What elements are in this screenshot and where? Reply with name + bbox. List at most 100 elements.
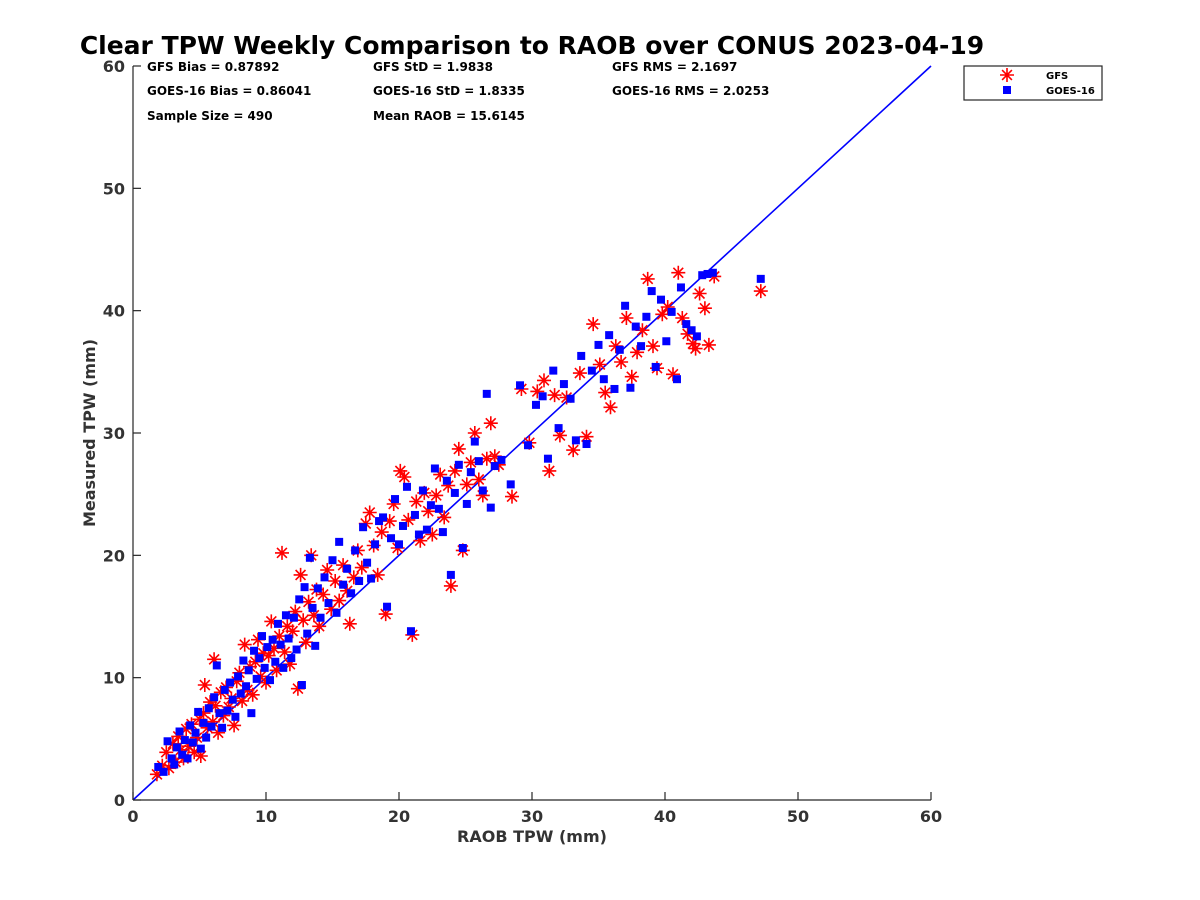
gfs-point (443, 578, 458, 593)
gfs-point (354, 560, 369, 575)
goes-16-point (170, 760, 179, 769)
goes-16-point (450, 488, 459, 497)
gfs-point (328, 574, 343, 588)
goes-16-point (260, 663, 269, 672)
goes-16-point (226, 678, 235, 687)
gfs-point (542, 463, 557, 478)
gfs-point (614, 355, 629, 369)
goes-16-point (594, 340, 603, 349)
x-tick-label: 40 (654, 807, 676, 826)
goes-16-point (255, 654, 264, 663)
gfs-point (566, 443, 581, 458)
gfs-point (301, 594, 316, 609)
gfs-point (459, 477, 474, 492)
goes-16-point (343, 564, 352, 573)
goes-16-point (202, 733, 211, 742)
gfs-point (332, 593, 347, 608)
goes-16-point (263, 643, 272, 652)
x-tick-label: 0 (127, 807, 138, 826)
gfs-point (196, 706, 211, 721)
goes-16-point (667, 307, 676, 316)
x-tick-label: 30 (521, 807, 543, 826)
x-tick-label: 60 (920, 807, 942, 826)
goes-16-point (587, 366, 596, 375)
legend-goes-marker (1003, 86, 1011, 94)
goes-16-point (154, 762, 163, 771)
goes-16-point (163, 737, 172, 746)
gfs-bias-stat: GFS Bias = 0.87892 (147, 60, 279, 74)
goes-16-point (631, 322, 640, 331)
goes-16-point (571, 436, 580, 445)
goes-16-point (313, 584, 322, 593)
goes-16-point (363, 558, 372, 567)
goes-16-point (402, 482, 411, 491)
gfs-point (447, 463, 462, 478)
goes-16-point (223, 706, 232, 715)
y-tick-label: 10 (103, 669, 125, 688)
gfs-point (370, 567, 385, 582)
gfs-point (280, 619, 295, 634)
gfs-point (646, 339, 660, 354)
goes-16-point (637, 342, 646, 351)
goes-16-point (414, 530, 423, 539)
gfs-point (227, 718, 242, 733)
goes-16-point (324, 599, 333, 608)
goes-16-point (212, 661, 221, 670)
goes-16-point (303, 629, 312, 638)
goes-16-point (406, 627, 415, 636)
goes-16-point (398, 521, 407, 530)
legend-gfs-asterisk (1000, 68, 1014, 82)
gfs-point (579, 429, 594, 444)
gfs-point (425, 527, 440, 542)
gfs-point (429, 488, 444, 503)
gfs-point (342, 616, 357, 631)
goes-16-point (305, 553, 314, 562)
goes-16-point (516, 381, 525, 390)
gfs-point (187, 745, 202, 760)
goes-16-point (347, 589, 356, 598)
gfs-point (269, 663, 284, 678)
goes-16-point (430, 464, 439, 473)
goes-16-point (371, 540, 380, 549)
goes-16-point (531, 400, 540, 409)
goes-16-point (687, 326, 696, 335)
gfs-point (603, 400, 618, 415)
x-tick-label: 20 (388, 807, 410, 826)
y-axis-label: Measured TPW (mm) (80, 339, 99, 527)
goes-16-point (276, 640, 285, 649)
gfs-point (235, 693, 250, 708)
goes-16-point (566, 394, 575, 403)
gfs-point (211, 725, 226, 740)
goes-16-point (676, 283, 685, 292)
goes-16-point (359, 523, 368, 532)
goes-16-point (247, 709, 256, 718)
gfs-point (189, 730, 204, 745)
goes-16-series (154, 268, 765, 776)
gfs-point (530, 384, 545, 399)
goes-16-point (180, 736, 189, 745)
goes-16-point (466, 468, 475, 477)
gfs-point (382, 514, 397, 529)
goes-16-point (621, 301, 630, 310)
goes-std-stat: GOES-16 StD = 1.8335 (373, 84, 525, 98)
gfs-point (312, 619, 327, 634)
goes-16-point (252, 674, 261, 683)
goes-16-point (196, 744, 205, 753)
gfs-point (272, 629, 287, 644)
goes-16-point (482, 389, 491, 398)
goes-16-point (458, 543, 467, 552)
goes-16-point (599, 375, 608, 384)
goes-16-point (682, 320, 691, 329)
goes-16-point (178, 750, 187, 759)
goes-16-point (657, 295, 666, 304)
gfs-point (197, 678, 212, 692)
goes-16-point (316, 613, 325, 622)
goes-16-point (642, 312, 651, 321)
gfs-point (437, 510, 452, 525)
goes-16-point (434, 504, 443, 513)
goes-16-point (692, 332, 701, 341)
gfs-point (205, 714, 220, 729)
sample-size-stat: Sample Size = 490 (147, 109, 273, 123)
gfs-point (159, 745, 174, 760)
goes-16-point (438, 528, 447, 537)
